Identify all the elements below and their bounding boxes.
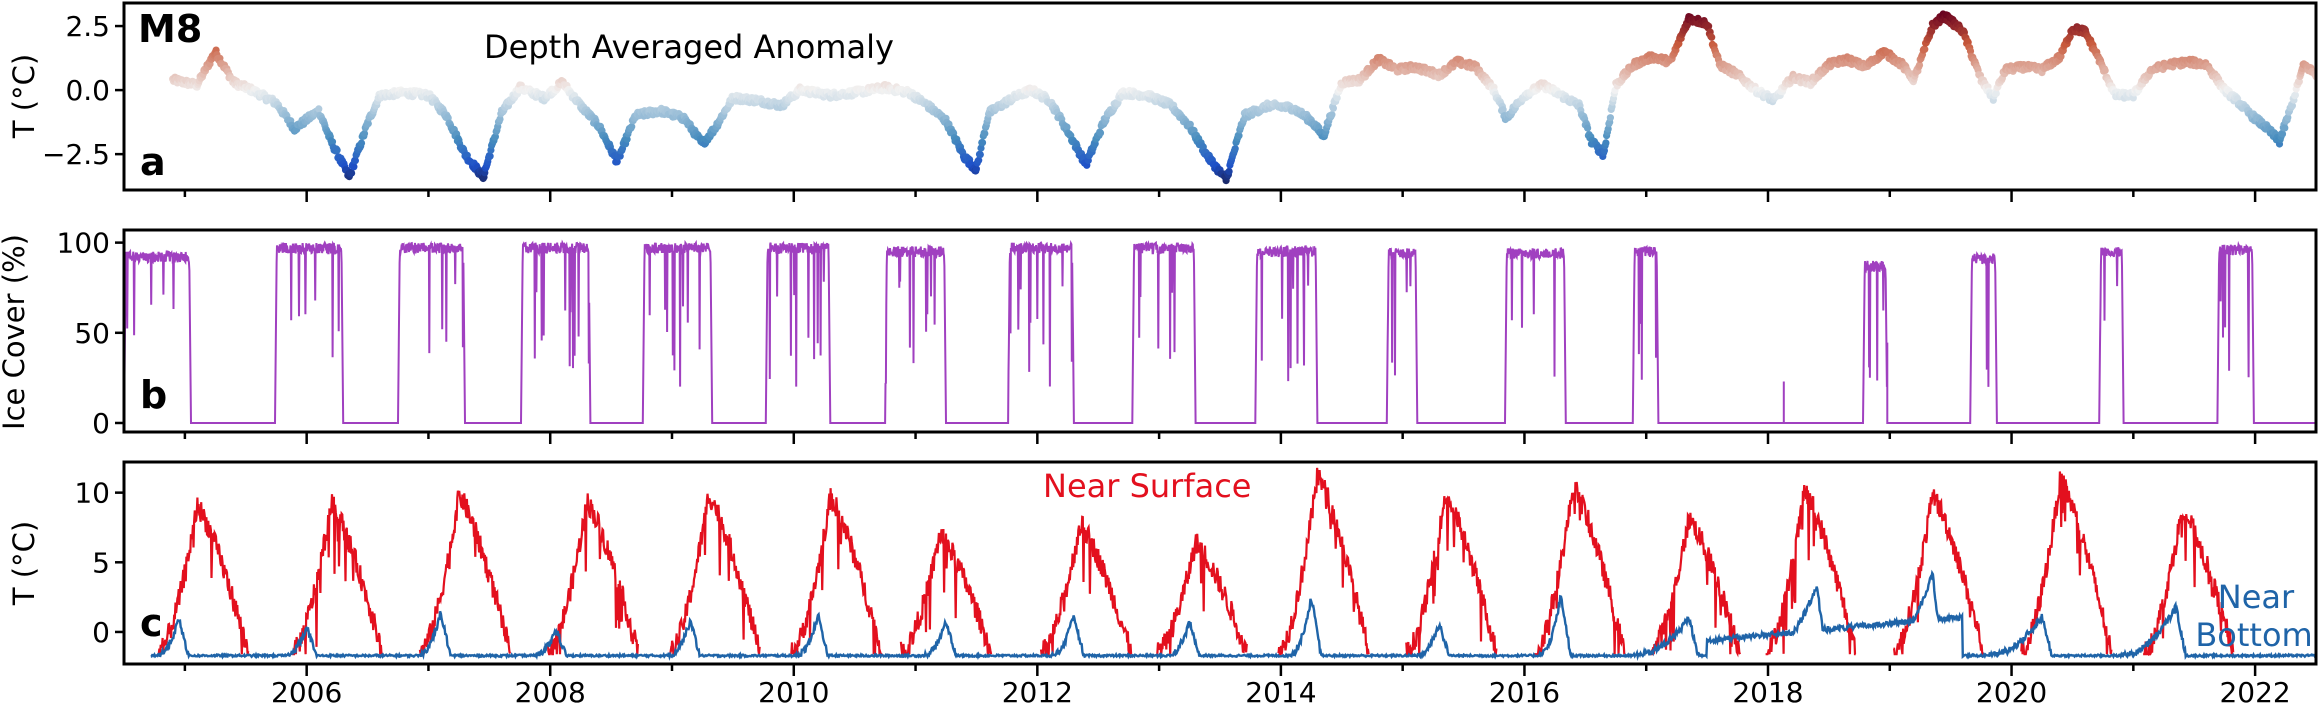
anomaly-point	[976, 151, 984, 159]
anomaly-point	[2281, 124, 2289, 132]
anomaly-point	[2288, 102, 2296, 110]
anomaly-point	[1602, 139, 1610, 147]
anomaly-point	[1606, 114, 1614, 122]
panel-a: 2.5 0.0 −2.5 M8 a Depth Averaged Anomaly T…	[7, 1, 2318, 192]
y-tick-label: 5	[92, 546, 110, 579]
anomaly-point	[1063, 123, 1071, 131]
anomaly-point	[1096, 129, 1105, 137]
anomaly-point	[1928, 27, 1936, 35]
anomaly-point	[350, 163, 358, 171]
anomaly-point	[1921, 45, 1929, 53]
anomaly-point	[1328, 111, 1336, 119]
y-tick-label: 0	[92, 616, 110, 649]
panel-label-c: c	[140, 601, 163, 645]
panel-a-frame	[122, 1, 2318, 192]
anomaly-point	[1708, 33, 1716, 41]
anomaly-point	[333, 146, 341, 154]
near-surface-label: Near Surface	[1043, 467, 1251, 505]
anomaly-point	[360, 129, 369, 138]
anomaly-point	[2101, 66, 2109, 75]
anomaly-point	[623, 135, 631, 143]
anomaly-point	[1992, 89, 2000, 98]
panel-c-y-axis-label: T (°C)	[7, 521, 41, 606]
near-surface-line	[157, 467, 2235, 658]
panel-b-frame	[122, 228, 2318, 434]
panel-label-a: a	[140, 140, 166, 184]
y-tick-label: 0.0	[65, 74, 110, 107]
anomaly-point	[628, 123, 636, 131]
x-tick-label: 2020	[1976, 676, 2047, 705]
panel-c-y-ticks: 10 5 0	[74, 477, 124, 649]
x-axis-ticks: 2006 2008 2010 2012 2014 2016 2018 2020 2022	[183, 190, 2291, 705]
anomaly-point	[1231, 145, 1239, 153]
anomaly-point	[328, 138, 337, 146]
anomaly-point	[977, 144, 985, 152]
panel-b-y-axis-label: Ice Cover (%)	[0, 234, 31, 430]
anomaly-point	[1329, 104, 1337, 112]
anomaly-point	[2278, 130, 2287, 138]
panel-a-y-axis-label: T (°C)	[7, 54, 41, 139]
y-tick-label: −2.5	[42, 138, 110, 171]
anomaly-point	[348, 169, 356, 177]
x-tick-label: 2010	[758, 676, 829, 705]
near-bottom-line	[150, 569, 2316, 662]
y-tick-label: 2.5	[65, 10, 110, 43]
anomaly-point	[1333, 94, 1341, 102]
panel-a-y-ticks: 2.5 0.0 −2.5	[42, 10, 124, 171]
station-label: M8	[138, 7, 202, 51]
anomaly-point	[496, 115, 504, 123]
panel-b-y-ticks: 100 50 0	[57, 227, 124, 440]
anomaly-point	[315, 105, 323, 113]
y-tick-label: 0	[92, 407, 110, 440]
y-tick-label: 10	[74, 477, 110, 510]
anomaly-point	[1186, 120, 1194, 128]
y-tick-label: 50	[74, 317, 110, 350]
anomaly-point	[1225, 167, 1233, 175]
ice-cover-line	[124, 239, 2316, 424]
x-tick-label: 2018	[1732, 676, 1803, 705]
anomaly-point	[357, 139, 366, 147]
anomaly-point	[1683, 21, 1691, 29]
anomaly-point	[981, 129, 989, 138]
anomaly-point	[486, 152, 494, 160]
y-tick-label: 100	[57, 227, 110, 260]
anomaly-point	[975, 156, 983, 164]
near-bottom-label-line2: Bottom	[2195, 616, 2312, 654]
x-tick-label: 2014	[1245, 676, 1316, 705]
near-bottom-label-line1: Near	[2218, 578, 2295, 616]
x-tick-label: 2022	[2219, 676, 2290, 705]
anomaly-point	[1499, 106, 1507, 114]
x-tick-label: 2008	[515, 676, 586, 705]
anomaly-annotation: Depth Averaged Anomaly	[484, 28, 894, 66]
panel-label-b: b	[140, 373, 167, 417]
anomaly-point	[1915, 61, 1924, 69]
anomaly-point	[444, 114, 452, 122]
x-tick-label: 2006	[271, 676, 342, 705]
anomaly-point	[351, 157, 359, 165]
near-bottom-label: Near Bottom	[2195, 578, 2312, 654]
anomaly-point	[972, 165, 981, 173]
anomaly-point	[2295, 78, 2303, 86]
anomaly-point	[978, 139, 987, 147]
anomaly-point	[1705, 22, 1713, 30]
panel-b: 100 50 0 b Ice Cover (%)	[0, 227, 2318, 440]
x-tick-label: 2012	[1002, 676, 1073, 705]
anomaly-point	[364, 120, 372, 128]
x-tick-label: 2016	[1489, 676, 1560, 705]
anomaly-point	[1584, 124, 1592, 132]
anomaly-point	[2291, 91, 2299, 99]
anomaly-point	[1235, 132, 1243, 140]
anomaly-scatter-points	[169, 10, 2316, 185]
